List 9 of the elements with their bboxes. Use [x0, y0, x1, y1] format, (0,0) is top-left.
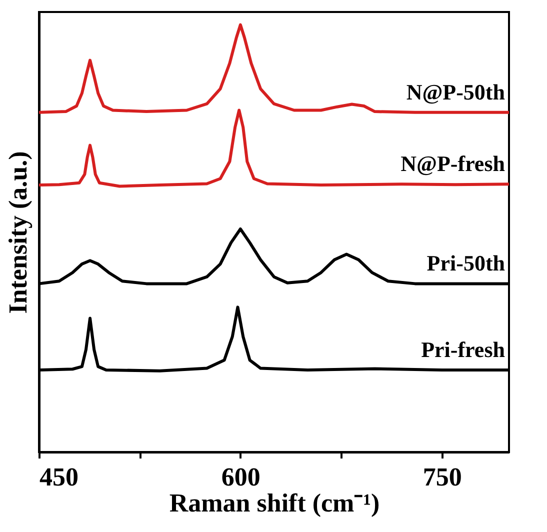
x-axis-title: Raman shift (cm⁻¹): [169, 488, 380, 518]
series-label: Pri-50th: [426, 250, 505, 276]
x-tick-label: 600: [221, 462, 260, 492]
series-label: N@P-50th: [406, 79, 505, 104]
x-tick-label: 450: [40, 462, 78, 492]
series-label: Pri-fresh: [421, 336, 505, 362]
series-label: N@P-fresh: [400, 151, 505, 176]
x-tick-label: 750: [422, 462, 462, 492]
y-axis-title: Intensity (a.u.): [4, 151, 32, 314]
